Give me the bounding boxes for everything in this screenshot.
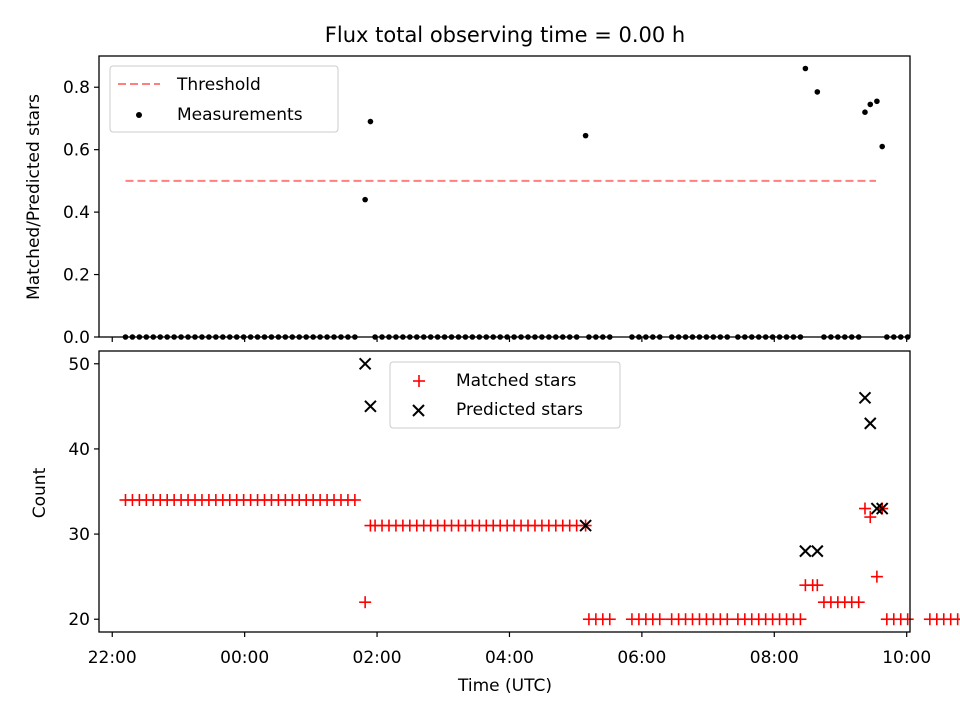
- predicted-stars-point: [364, 400, 377, 413]
- y-tick-label: 0.0: [63, 328, 90, 348]
- predicted-stars-point: [864, 417, 877, 430]
- legend-matched-stars-swatch: [413, 375, 425, 387]
- flux-ratio-legend: Threshold Measurements: [109, 65, 339, 133]
- legend-measurements-label: Measurements: [177, 105, 303, 125]
- chart-title: Flux total observing time = 0.00 h: [325, 23, 685, 47]
- y-tick-label: 50: [68, 355, 90, 375]
- y-tick-label: 0.8: [63, 78, 90, 98]
- measurement-point: [582, 132, 589, 139]
- star-counts-axes-frame: [98, 350, 911, 633]
- matched-stars-point: [794, 613, 807, 626]
- matched-stars-point: [359, 596, 372, 609]
- predicted-stars-point: [358, 357, 372, 370]
- matched-stars-point: [864, 511, 877, 524]
- matched-stars-point: [811, 579, 824, 592]
- star-counts-legend: Matched stars Predicted stars: [389, 361, 621, 429]
- star-counts-legend-box: [389, 361, 621, 429]
- x-tick-label: 02:00: [353, 648, 402, 668]
- matched-stars-point: [951, 613, 960, 626]
- measurement-point: [367, 118, 374, 125]
- star-counts-y-axis-label: Count: [30, 467, 50, 518]
- x-tick-label: 10:00: [882, 648, 931, 668]
- time-x-axis-label: Time (UTC): [457, 676, 552, 696]
- predicted-stars-point: [875, 502, 889, 515]
- star-counts-panel: 20 30 40 50 22:00 00:00 02:00 04:00 06:00 08:00 1…: [30, 350, 960, 696]
- y-tick-label: 0.2: [63, 266, 90, 286]
- star-counts-plot-area: [119, 357, 960, 626]
- y-tick-label: 40: [68, 440, 90, 460]
- flux-ratio-legend-box: [109, 65, 339, 133]
- predicted-stars-point: [799, 544, 812, 558]
- matched-stars-point: [870, 570, 883, 583]
- star-counts-y-ticks: 20 30 40 50: [68, 355, 99, 630]
- flux-ratio-plot-area: [122, 65, 911, 340]
- predicted-stars-point: [870, 502, 884, 515]
- x-tick-label: 06:00: [617, 648, 666, 668]
- flux-ratio-x-ticks: [111, 337, 908, 342]
- x-tick-label: 04:00: [485, 648, 534, 668]
- x-tick-label: 22:00: [88, 648, 137, 668]
- measurement-point: [814, 89, 821, 95]
- flux-ratio-axes-frame: [98, 55, 911, 338]
- matched-stars-point: [653, 613, 666, 626]
- matched-stars-point: [364, 519, 377, 532]
- measurement-point: [874, 98, 880, 105]
- measurement-point: [867, 101, 874, 108]
- matched-stars-point: [721, 613, 734, 626]
- matched-stars-point: [901, 613, 914, 626]
- matched-stars-point: [858, 502, 871, 515]
- x-tick-label: 00:00: [220, 648, 269, 668]
- flux-ratio-y-ticks: 0.0 0.2 0.4 0.6 0.8: [63, 78, 99, 348]
- legend-predicted-stars-label: Predicted stars: [456, 400, 583, 420]
- legend-predicted-stars-swatch: [412, 404, 425, 417]
- y-tick-label: 30: [68, 525, 90, 545]
- y-tick-label: 0.4: [63, 203, 90, 223]
- predicted-stars-point: [858, 391, 872, 405]
- measurement-point: [862, 109, 868, 115]
- measurement-point: [879, 143, 885, 150]
- x-tick-label: 08:00: [750, 648, 799, 668]
- predicted-stars-point: [579, 519, 592, 532]
- predicted-stars-point: [811, 544, 824, 558]
- legend-matched-stars-label: Matched stars: [456, 371, 576, 391]
- matched-stars-point: [603, 613, 616, 626]
- flux-ratio-panel: Flux total observing time = 0.00 h 0.00.…: [24, 23, 911, 348]
- measurement-point: [802, 65, 809, 72]
- matched-stars-point: [348, 494, 361, 507]
- flux-ratio-y-axis-label: Matched/Predicted stars: [24, 94, 44, 300]
- y-tick-label: 20: [68, 610, 90, 630]
- matched-stars-point: [852, 596, 865, 609]
- legend-threshold-label: Threshold: [176, 75, 261, 95]
- legend-measurements-swatch: [136, 112, 142, 118]
- y-tick-label: 0.6: [63, 141, 90, 161]
- measurement-point: [362, 196, 368, 203]
